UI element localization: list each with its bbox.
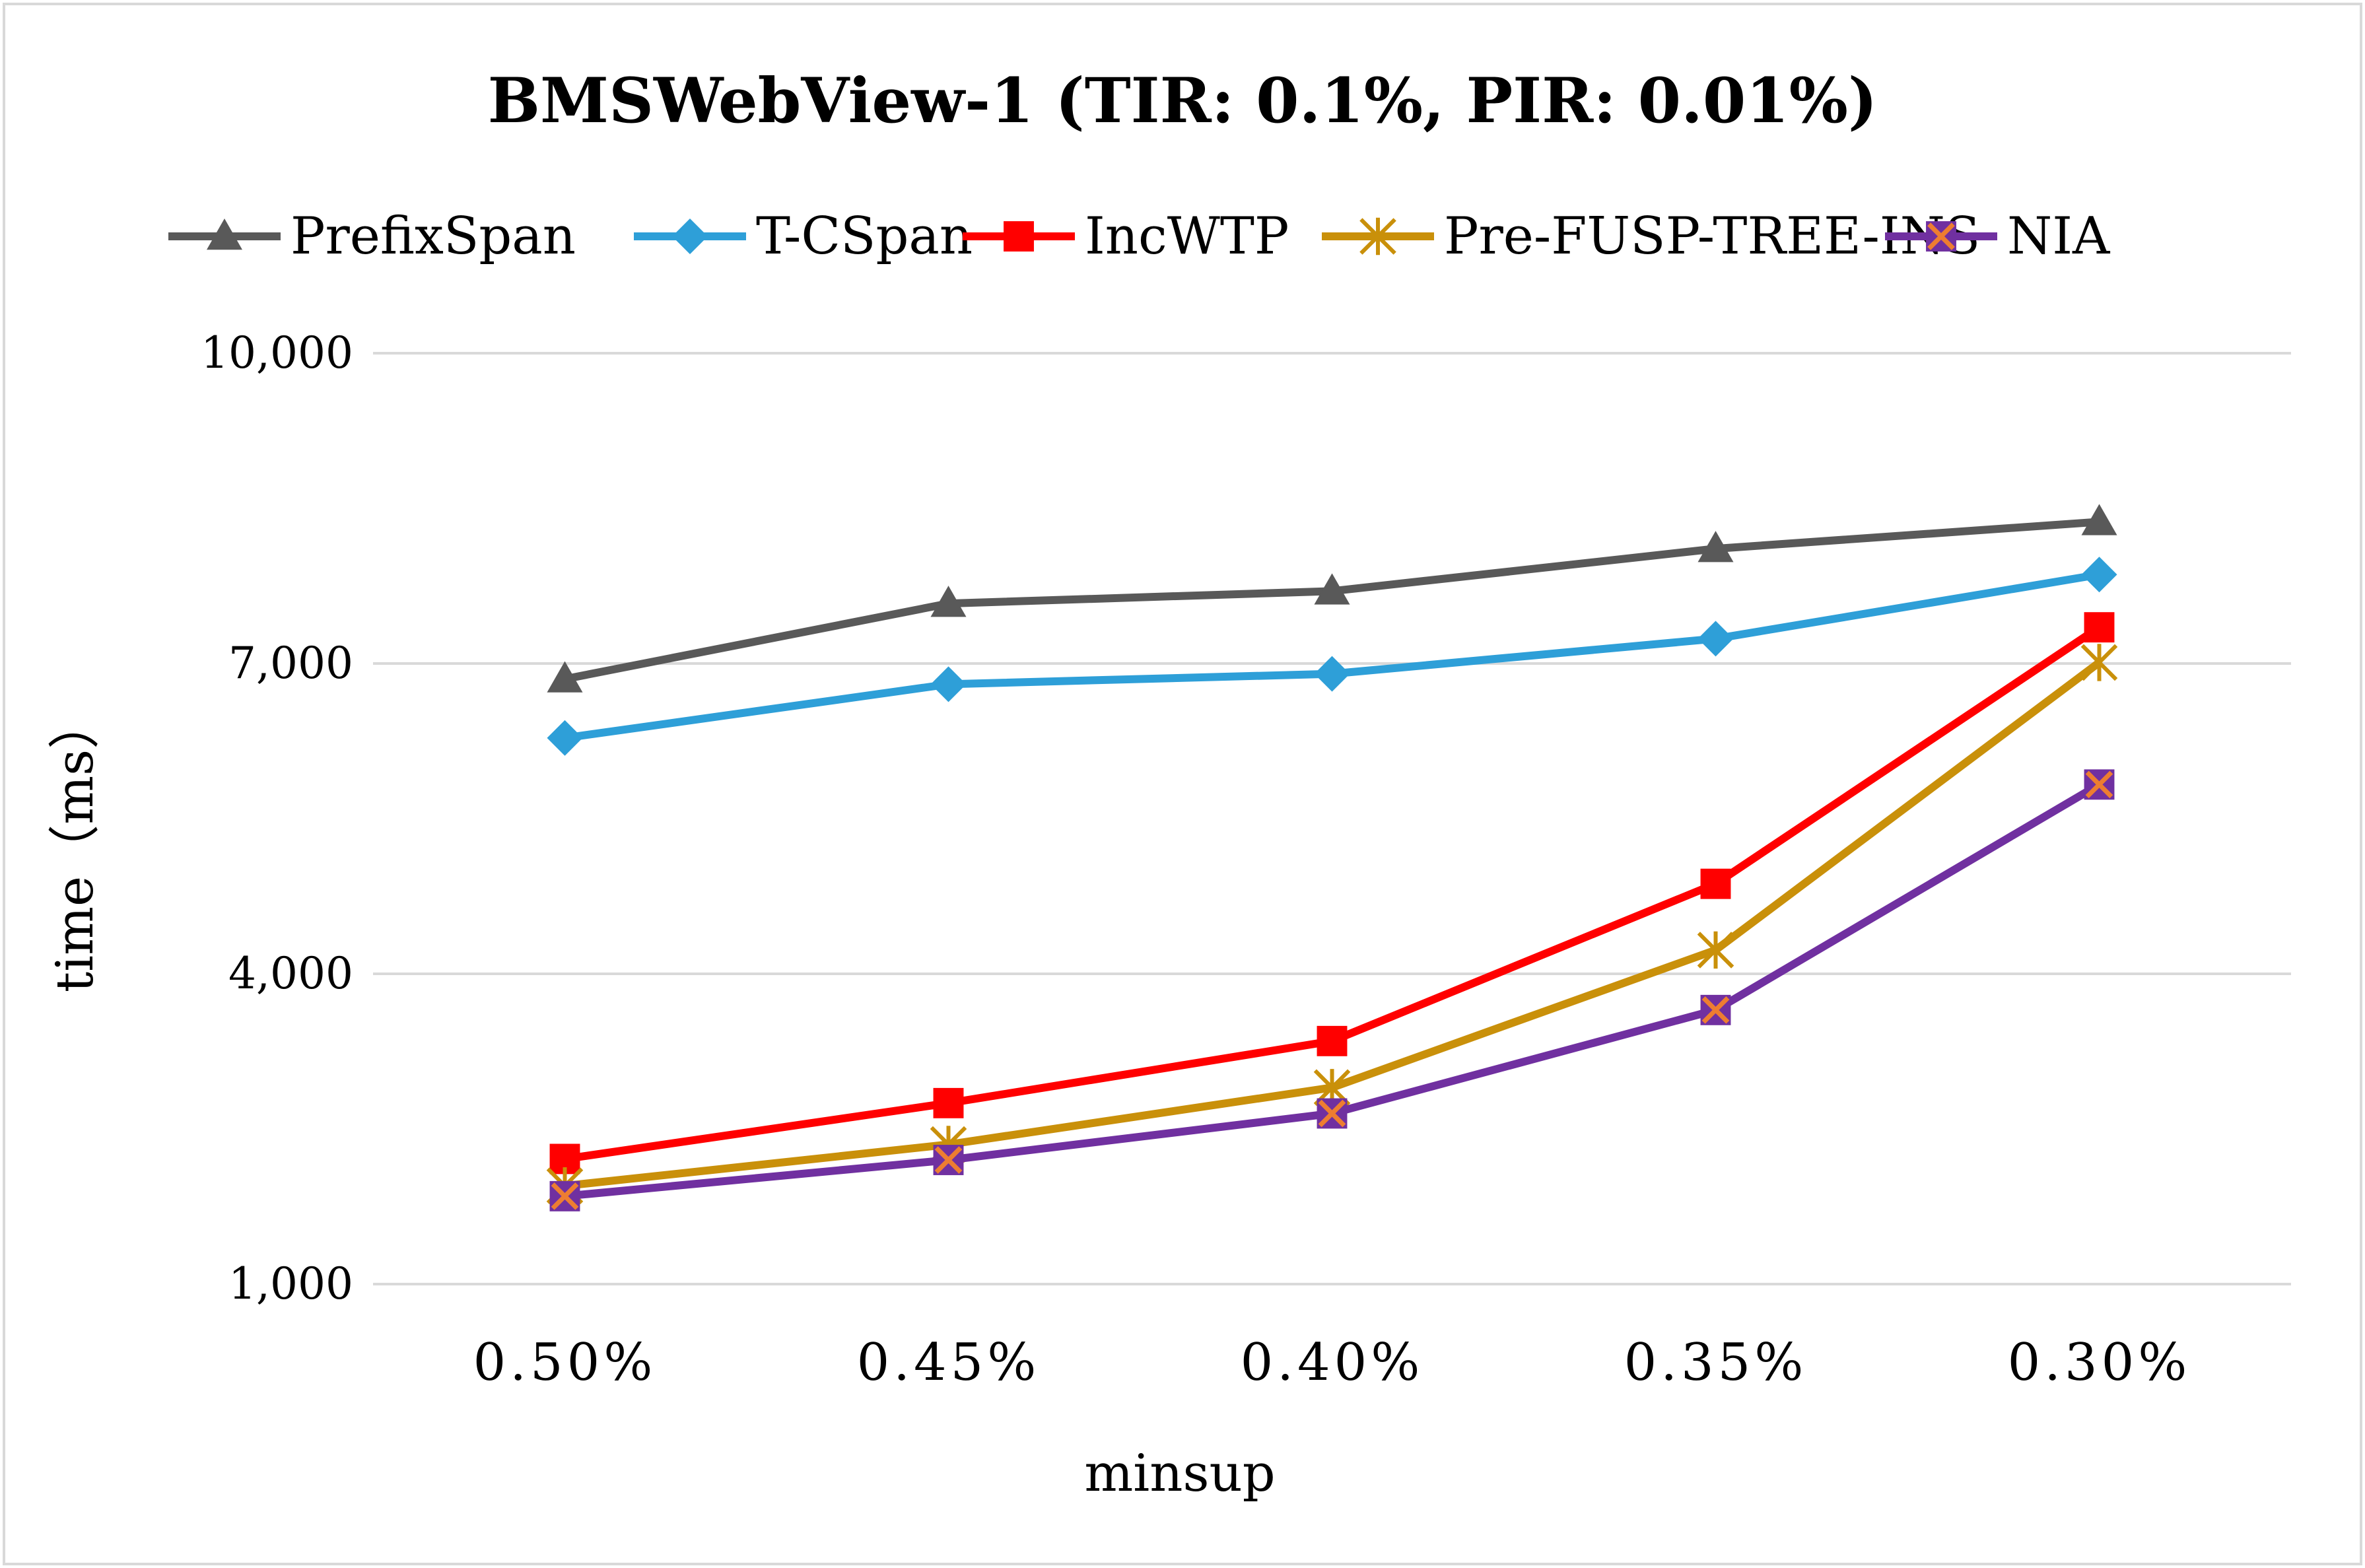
data-point bbox=[1697, 931, 1734, 969]
data-point bbox=[1314, 656, 1350, 692]
legend: PrefixSpan T-CSpan IncWTP Pre-FUSP-TREE-INS… bbox=[168, 207, 2111, 266]
data-point bbox=[1697, 531, 1734, 562]
legend-label: NIA bbox=[2007, 207, 2111, 266]
data-point bbox=[547, 720, 583, 756]
data-point bbox=[1697, 621, 1734, 657]
legend-marker bbox=[672, 219, 708, 254]
legend-marker bbox=[207, 219, 242, 250]
legend-item: NIA bbox=[1885, 207, 2111, 266]
data-point bbox=[1317, 1098, 1348, 1129]
legend-marker bbox=[1926, 221, 1956, 252]
legend-label: T-CSpan bbox=[756, 207, 973, 266]
data-point bbox=[2081, 504, 2117, 535]
legend-label: IncWTP bbox=[1085, 207, 1289, 266]
x-tick-label: 0.40% bbox=[1241, 1333, 1424, 1392]
series-incwtp bbox=[549, 612, 2115, 1175]
legend-marker bbox=[1004, 221, 1034, 252]
data-point bbox=[2081, 557, 2117, 593]
x-axis-label: minsup bbox=[1084, 1444, 1275, 1503]
data-point bbox=[1314, 573, 1350, 605]
data-point bbox=[1317, 1025, 1348, 1056]
data-point bbox=[1700, 994, 1731, 1025]
data-point bbox=[930, 586, 967, 617]
x-axis-ticks: 0.50% 0.45% 0.40% 0.35% 0.30% bbox=[473, 1333, 2191, 1392]
data-point bbox=[1700, 868, 1731, 899]
series-prefixspan bbox=[547, 504, 2117, 693]
data-point bbox=[933, 1087, 964, 1118]
series-layer bbox=[546, 504, 2118, 1211]
legend-item: PrefixSpan bbox=[168, 207, 576, 266]
y-tick-label: 7,000 bbox=[228, 638, 353, 689]
series-nia bbox=[549, 769, 2115, 1211]
y-tick-label: 10,000 bbox=[201, 327, 353, 378]
data-point bbox=[930, 666, 967, 702]
y-tick-label: 1,000 bbox=[228, 1258, 353, 1309]
chart-border bbox=[3, 3, 2362, 1565]
legend-label: PrefixSpan bbox=[291, 207, 576, 266]
x-tick-label: 0.50% bbox=[473, 1333, 657, 1392]
data-point bbox=[2084, 612, 2115, 643]
data-point bbox=[549, 1180, 580, 1211]
y-axis-label: time（ms） bbox=[46, 698, 105, 992]
x-tick-label: 0.45% bbox=[857, 1333, 1041, 1392]
data-point bbox=[933, 1145, 964, 1175]
data-point bbox=[547, 661, 583, 693]
x-tick-label: 0.35% bbox=[1624, 1333, 1808, 1392]
y-axis-ticks: 1,000 4,000 7,000 10,000 bbox=[201, 327, 353, 1309]
legend-item: T-CSpan bbox=[634, 207, 973, 266]
data-point bbox=[2084, 769, 2115, 800]
series-t-cspan bbox=[547, 557, 2117, 756]
data-point bbox=[2080, 644, 2118, 681]
chart-title: BMSWebView-1 (TIR: 0.1%, PIR: 0.01%) bbox=[488, 65, 1878, 137]
legend-item: IncWTP bbox=[963, 207, 1289, 266]
x-tick-label: 0.30% bbox=[2008, 1333, 2191, 1392]
legend-marker bbox=[1359, 217, 1396, 256]
y-tick-label: 4,000 bbox=[228, 948, 353, 999]
